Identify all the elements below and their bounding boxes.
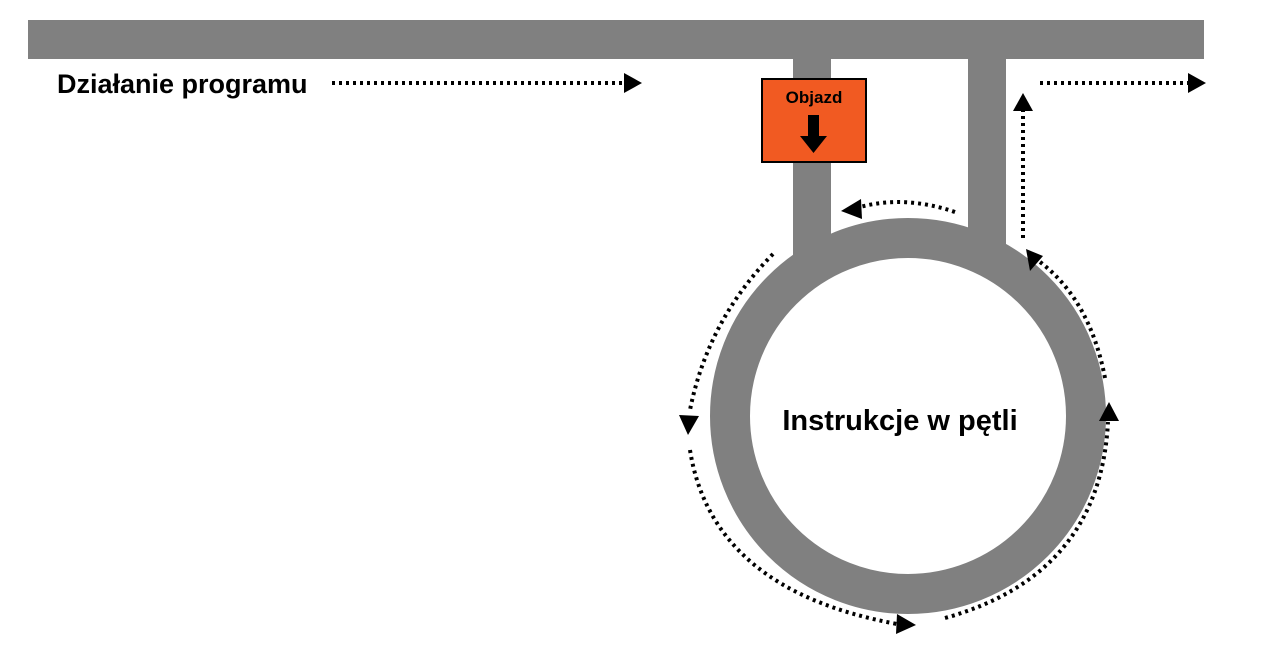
loop-left-arrow [688,252,775,411]
loop-body-label: Instrukcje w pętli [782,405,1017,437]
arrowhead-icon [841,199,862,219]
arrowhead-icon [624,73,642,93]
main-road [28,20,1204,59]
loop-right-arrow [1038,260,1107,379]
arrowhead-icon [1013,93,1033,111]
detour-sign-label: Objazd [786,88,843,107]
arrow-down-icon [800,115,827,153]
arrowhead-icon [1099,402,1119,421]
loop-ring [710,218,1106,614]
arrowhead-icon [896,614,916,634]
program-flow-label: Działanie programu [57,69,308,99]
flow-arrows [332,73,1206,634]
arrowhead-icon [679,415,699,435]
detour-sign: Objazd [761,78,867,163]
arrowhead-icon [1026,249,1043,271]
arrowhead-icon [1188,73,1206,93]
exit-road [968,50,1006,265]
loop-bottom-left-arrow [688,449,898,626]
loop-top-arrow [859,200,956,214]
